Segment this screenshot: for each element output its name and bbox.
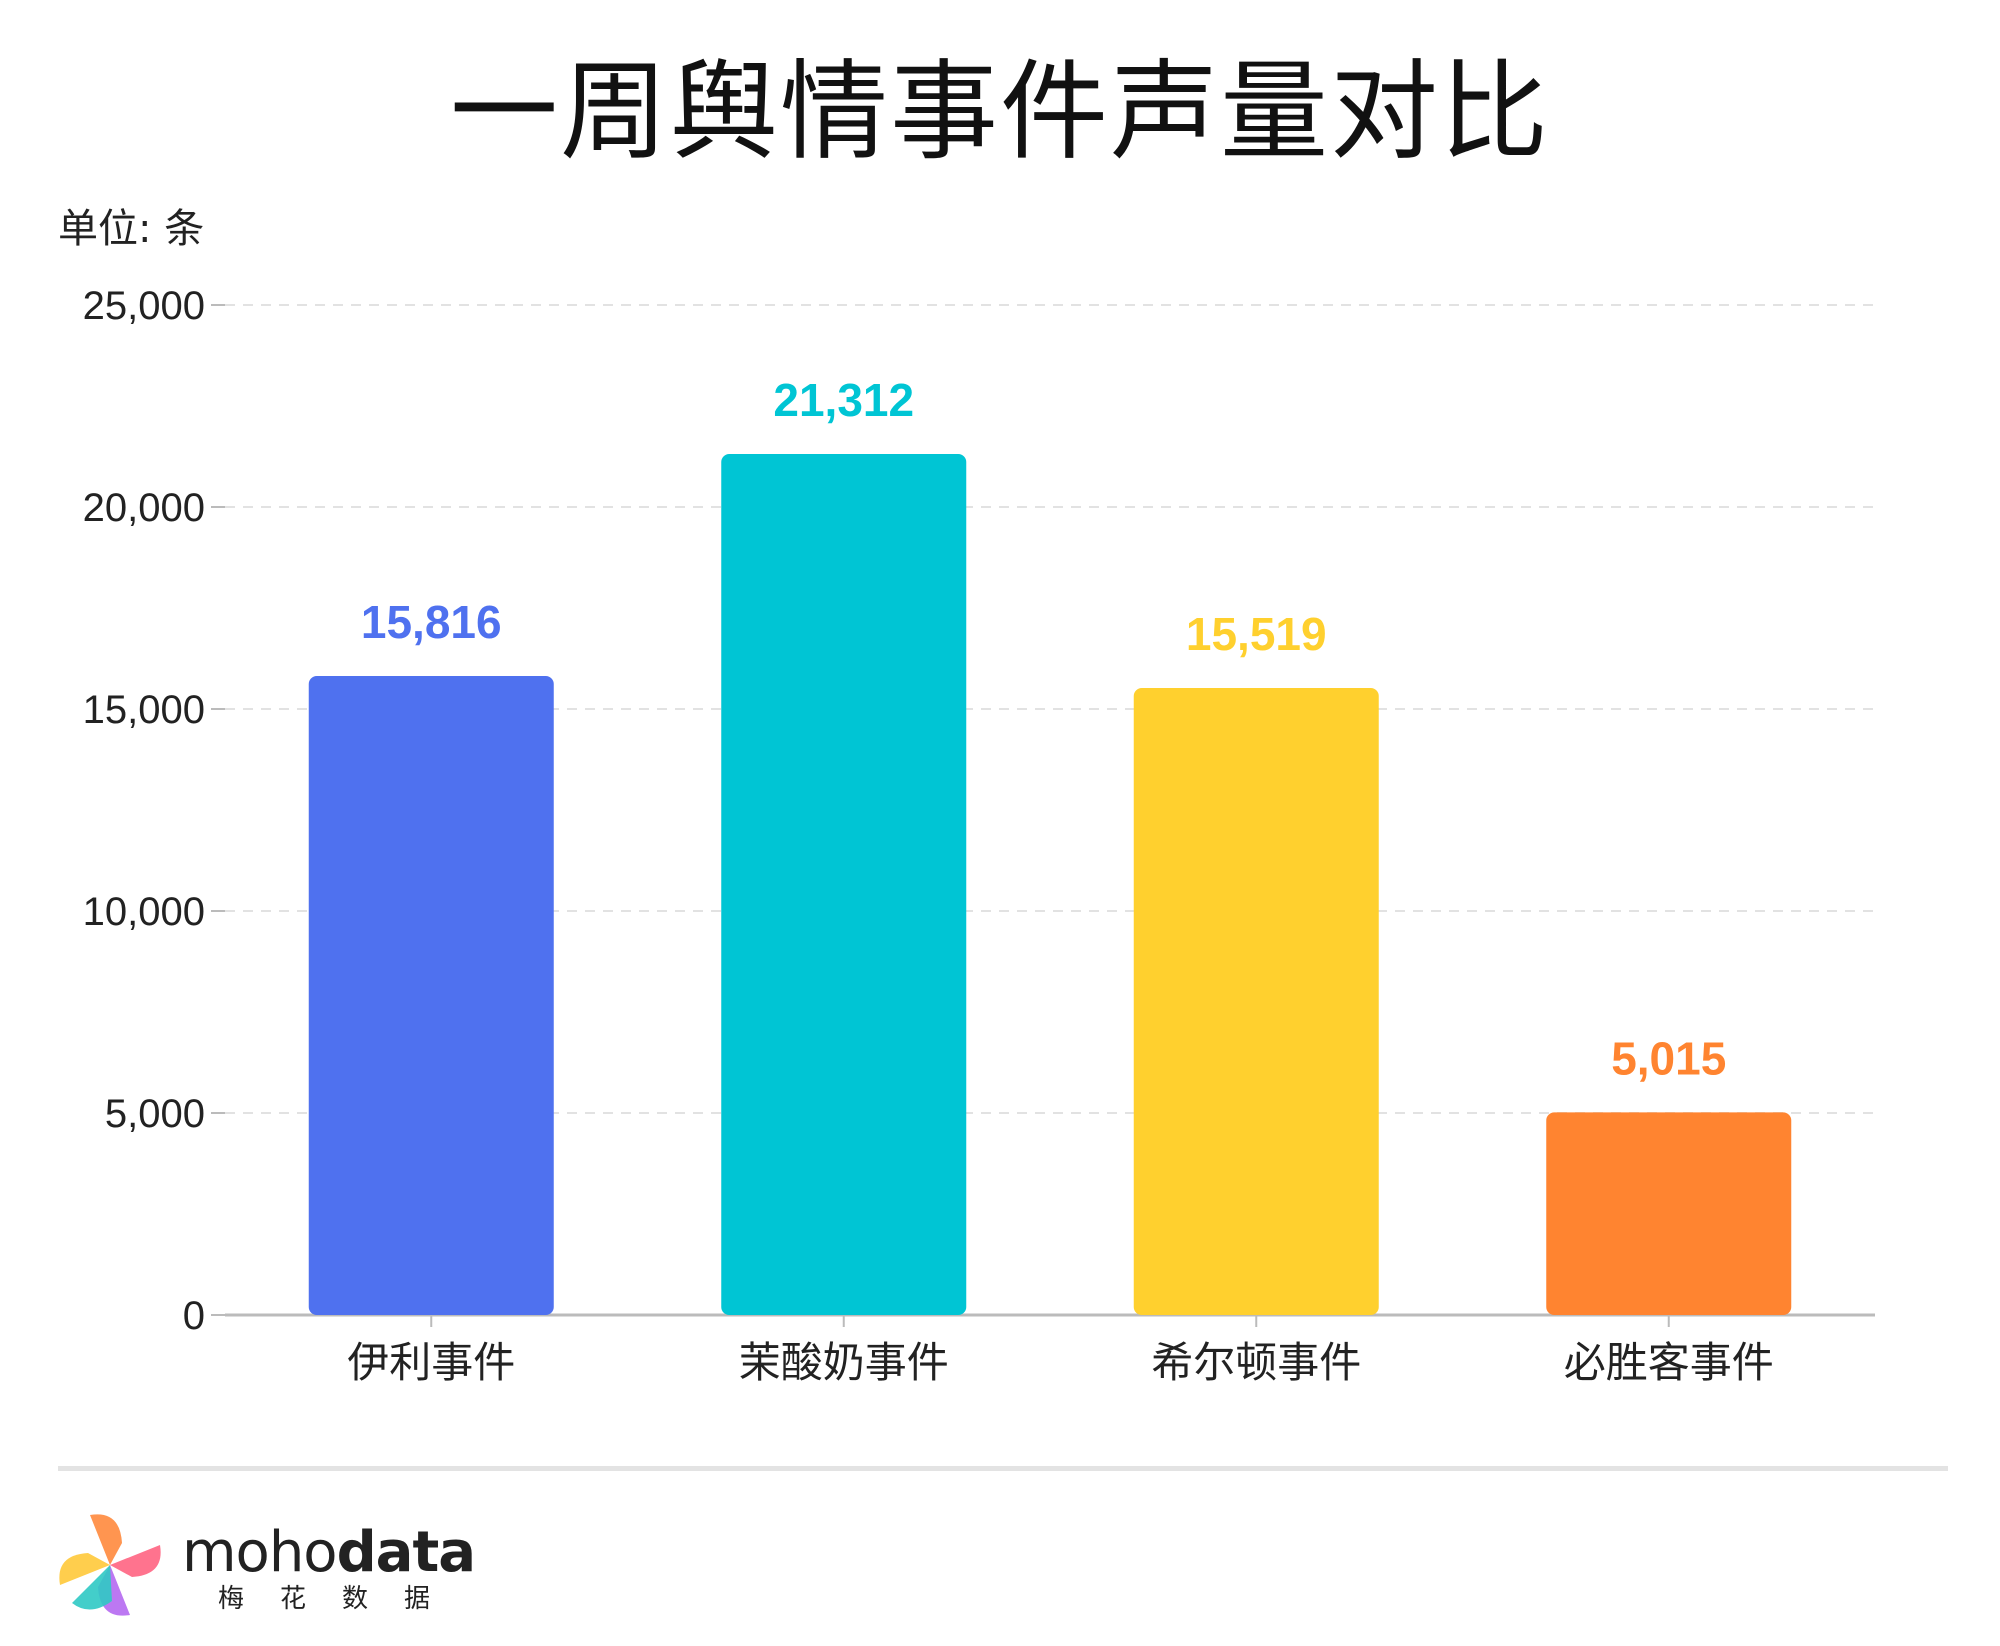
x-tick-label: 茉酸奶事件 [739, 1338, 949, 1387]
bar [1133, 688, 1379, 1315]
y-tick-label: 15,000 [83, 688, 205, 732]
brand-subtitle: 梅花数据 [218, 1584, 467, 1614]
brand-name-bold: data [336, 1520, 476, 1585]
y-tick-label: 10,000 [83, 890, 205, 934]
data-label: 15,816 [361, 596, 502, 648]
bar [721, 453, 967, 1315]
chart-title: 一周舆情事件声量对比 [449, 50, 1550, 175]
x-tick-label: 必胜客事件 [1564, 1338, 1774, 1387]
x-tick-label: 希尔顿事件 [1151, 1338, 1361, 1387]
unit-label: 单位: 条 [58, 206, 205, 252]
y-tick-label: 20,000 [83, 486, 205, 530]
y-tick-label: 0 [183, 1294, 205, 1338]
mohodata-pinwheel-logo [59, 1514, 161, 1616]
bar-chart: 0 5,000 10,000 15,000 20,000 25,000 15,816 伊利事件… [83, 284, 1875, 1387]
brand-name-light: moho [182, 1520, 338, 1585]
data-label: 15,519 [1186, 608, 1327, 660]
brand-name: mohodata [182, 1520, 476, 1585]
y-tick-label: 5,000 [105, 1092, 205, 1136]
footer-divider [58, 1466, 1948, 1471]
bar [1546, 1112, 1792, 1315]
data-label: 21,312 [773, 374, 914, 426]
y-tick-label: 25,000 [83, 284, 205, 328]
data-label: 5,015 [1611, 1032, 1726, 1084]
x-tick-label: 伊利事件 [347, 1338, 515, 1387]
bar [308, 676, 554, 1315]
